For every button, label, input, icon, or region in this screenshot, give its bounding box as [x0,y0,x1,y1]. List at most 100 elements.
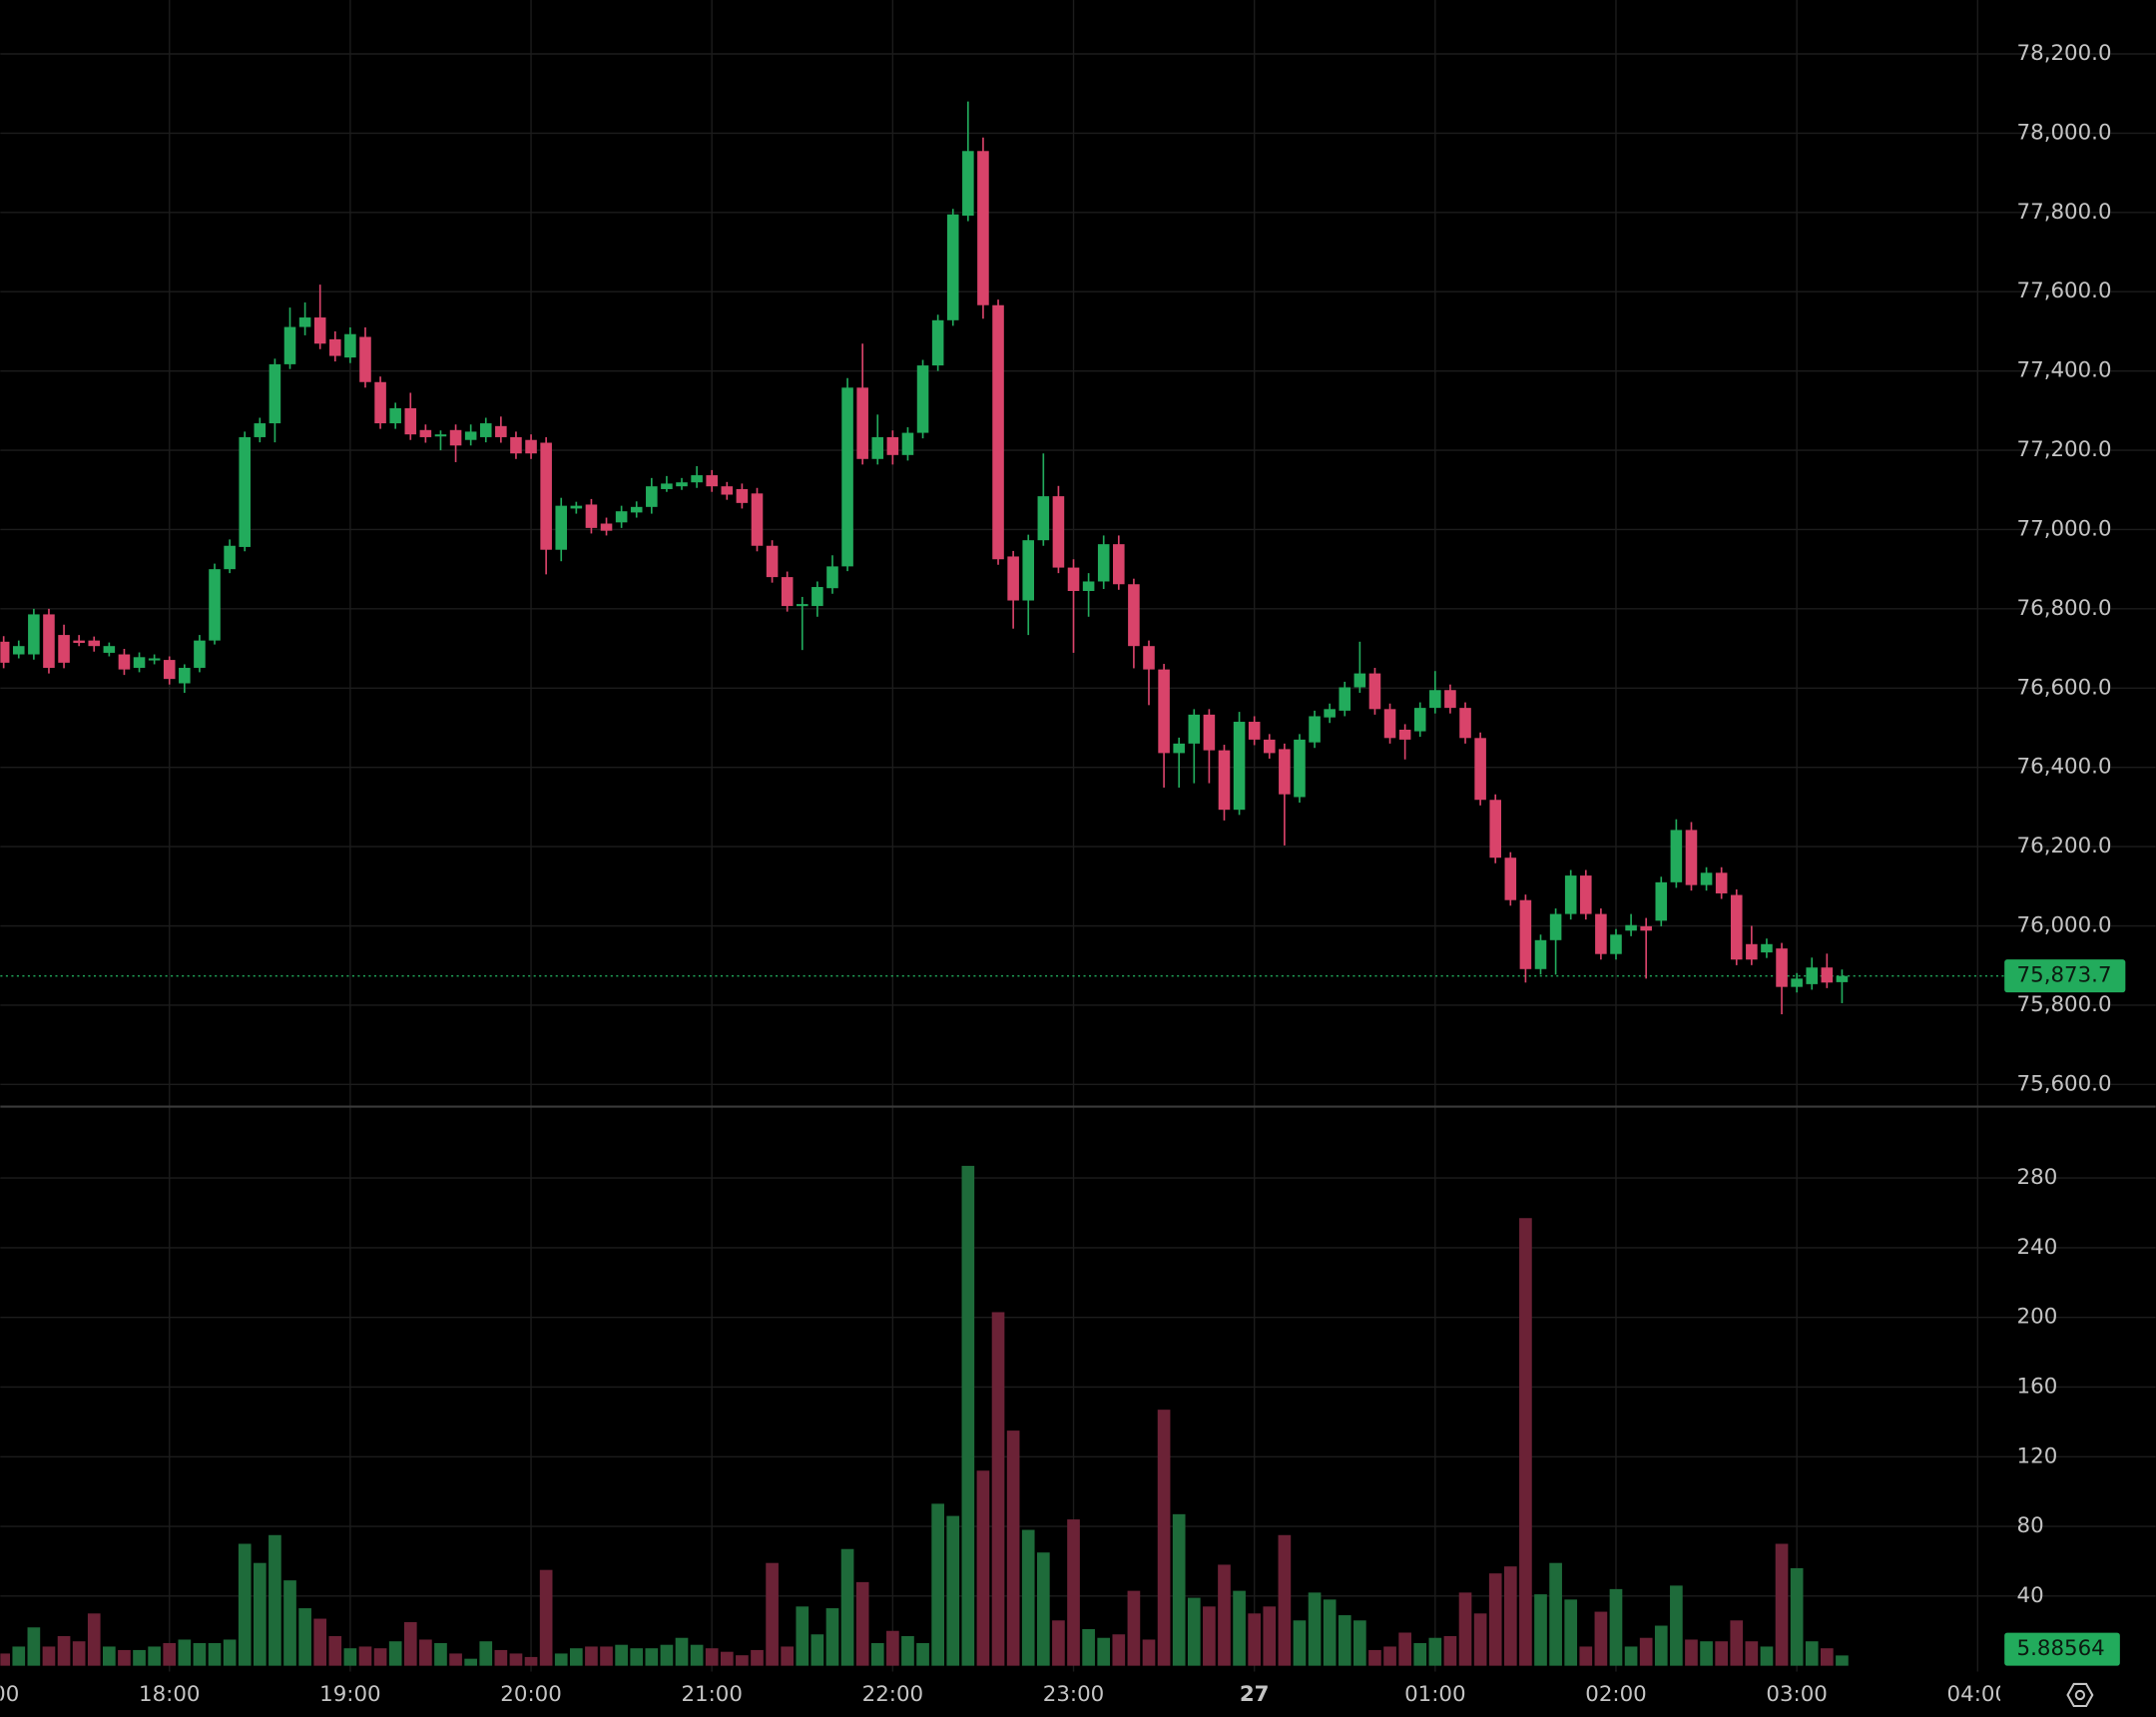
candle-body [344,333,356,358]
candle-body [73,640,85,644]
settings-icon-center[interactable] [2074,1689,2086,1701]
volume-bar [570,1648,583,1666]
candle-body [298,317,311,327]
settings-button[interactable] [2066,1682,2094,1708]
candle-body [1595,913,1607,954]
y-tick-label: 77,400.0 [2017,358,2112,383]
volume-bar [103,1646,116,1666]
volume-bar [328,1635,342,1666]
candle-body [1429,690,1441,709]
candle-body [209,569,221,641]
candle-body [404,407,417,435]
candle-body [1294,739,1306,798]
volume-bar [1519,1218,1532,1666]
volume-bar [1067,1519,1080,1666]
volume-tick-label: 160 [2017,1374,2058,1399]
x-tick-label: 19:00 [319,1682,380,1707]
volume-bar [1790,1567,1804,1666]
candle-body [901,432,914,455]
x-tick-label: 04:00 [1947,1682,2008,1707]
volume-bar [449,1653,462,1666]
volume-bar [855,1581,869,1666]
candle-body [1143,646,1155,670]
candle-body [736,488,749,503]
volume-bar [178,1639,192,1666]
y-tick-label: 76,000.0 [2017,913,2112,938]
x-tick-label: 27 [1240,1682,1270,1707]
candle-body [194,640,206,669]
candle-body [1279,749,1291,795]
volume-bar [539,1569,553,1666]
plot-area: 17:00 18:00 19:00 20:00 21:00 22:00 23:00 27 01:… [0,101,2008,1707]
candle-body [630,506,643,513]
volume-bar [1805,1641,1819,1666]
volume-bar [840,1548,854,1666]
volume-bar [434,1642,447,1666]
candle-body [1776,948,1788,987]
volume-bar [1006,1431,1020,1666]
volume-bar [961,1165,975,1666]
volume-bar [1142,1639,1156,1666]
volume-bar [1127,1590,1141,1666]
volume-bar [148,1646,161,1666]
volume-bar [1443,1635,1457,1666]
volume-bar [1157,1410,1171,1666]
volume-bar [1670,1585,1683,1666]
volume-bar [494,1649,508,1666]
volume-bar [1503,1566,1517,1666]
candle-body [1007,556,1019,601]
candle-body [1836,975,1849,982]
volume-bar [1036,1552,1050,1666]
volume-bar [870,1642,884,1666]
candle-body [1188,714,1201,744]
volume-bar [57,1635,71,1666]
volume-bar [1052,1620,1065,1666]
x-tick-label: 21:00 [681,1682,742,1707]
candle-body [1791,978,1803,987]
candle-body [179,668,191,684]
volume-bar [991,1312,1005,1666]
y-tick-label: 76,800.0 [2017,596,2112,621]
y-tick-label: 77,600.0 [2017,279,2112,303]
volume-bar [645,1648,659,1666]
volume-bar [781,1646,795,1666]
y-tick-label: 75,800.0 [2017,992,2112,1017]
candle-body [781,577,794,607]
candle-body [1580,875,1592,914]
candle-body [449,429,462,446]
volume-bar [388,1641,402,1666]
candle-body [1022,540,1035,601]
candle-body [1052,496,1065,568]
volume-bar [630,1648,644,1666]
candle-body [1368,673,1381,710]
volume-bar [27,1627,41,1666]
candle-body [1549,913,1562,940]
candle-body [1640,925,1652,931]
x-tick-label: 22:00 [862,1682,923,1707]
volume-bar [1293,1620,1307,1666]
candle-body [1248,722,1261,740]
volume-bar [1413,1642,1427,1666]
candle-body [555,505,568,550]
settings-icon[interactable] [2066,1682,2094,1708]
y-tick-label: 77,800.0 [2017,200,2112,225]
volume-bar [0,1653,11,1666]
candle-body [1339,687,1351,711]
candle-body [374,381,386,424]
candle-body [841,387,853,567]
candle-body [977,151,989,305]
volume-bar [1549,1562,1562,1666]
candle-body [1203,714,1216,751]
candle-body [419,429,432,437]
volume-bar [1473,1613,1487,1666]
candle-body [1233,722,1246,811]
candle-body [239,436,251,547]
volume-bar [705,1648,719,1666]
last-price-badge [2004,959,2126,993]
candle-body [1610,934,1622,954]
volume-bar [118,1649,131,1666]
candle-body [283,326,296,364]
candle-body [389,407,401,424]
volume-bar [736,1655,749,1666]
